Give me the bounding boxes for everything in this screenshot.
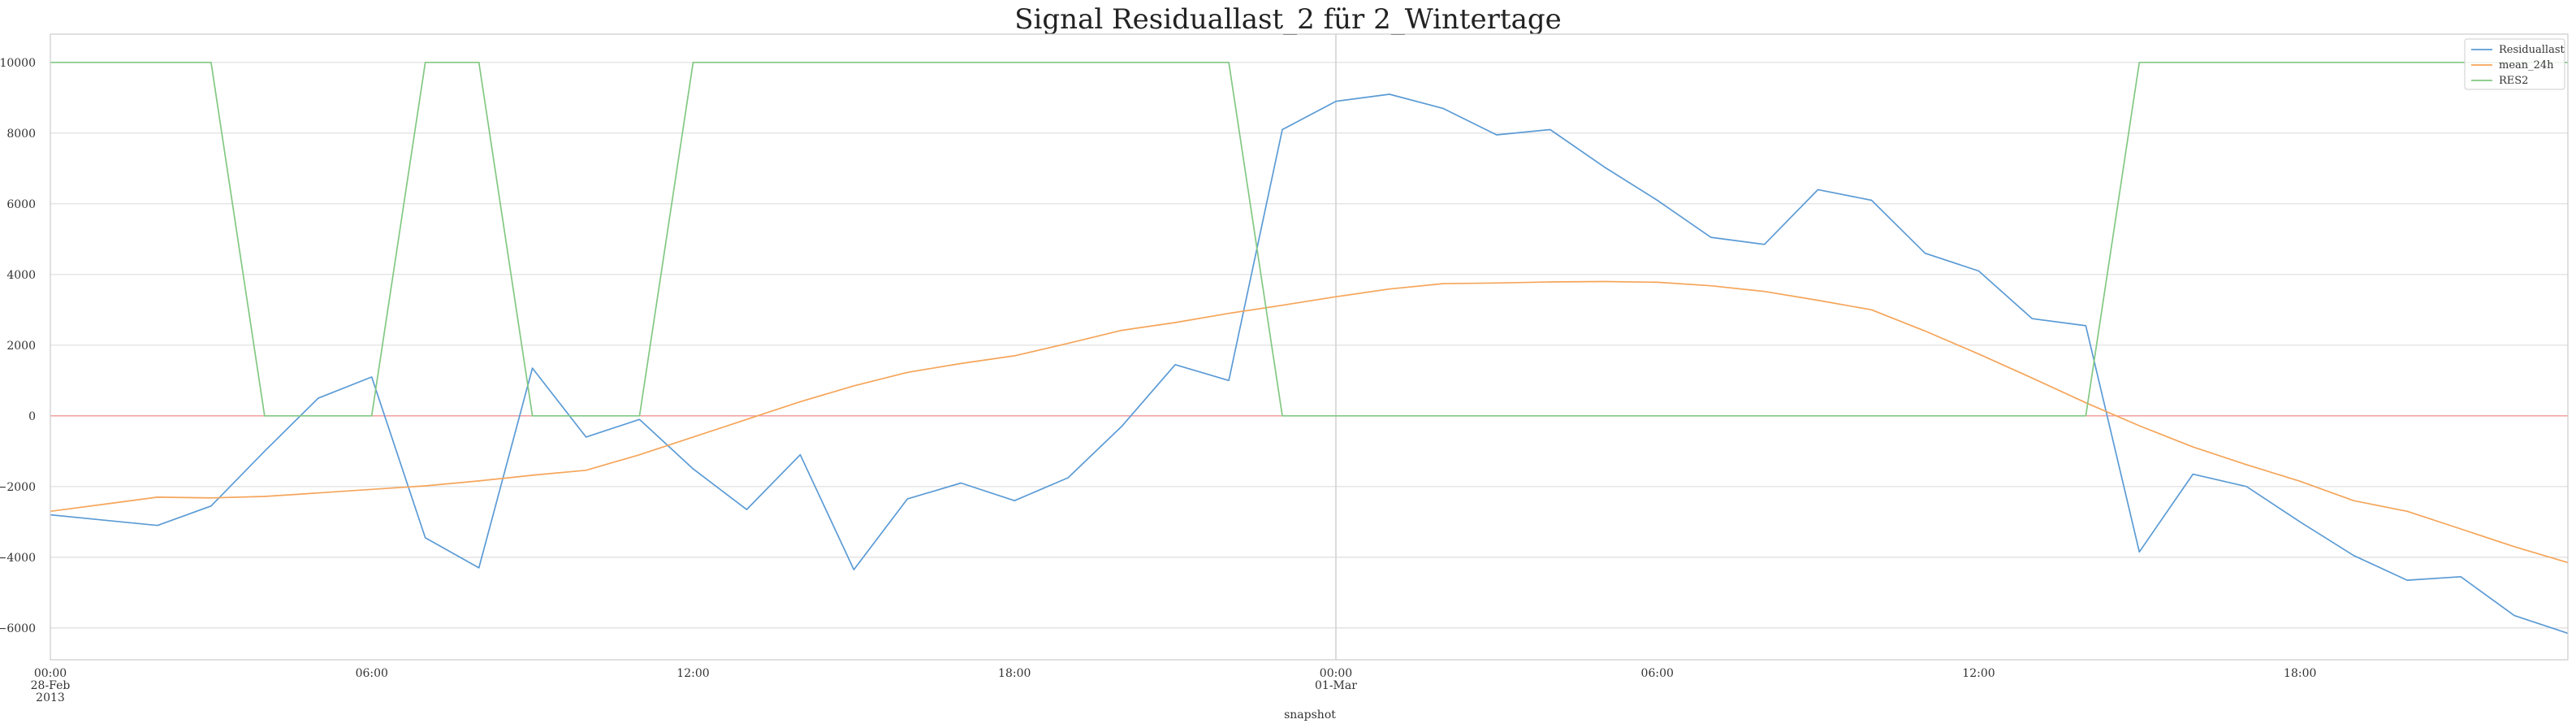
y-tick-label: −2000 [0, 481, 36, 494]
legend: Residuallast mean_24h RES2 [2464, 38, 2565, 90]
y-tick-labels: 10000 8000 6000 4000 2000 0 −2000 −4000 −6000 [0, 57, 36, 635]
x-tick-label: 00:00 [34, 667, 67, 680]
x-tick-label: 06:00 [1641, 667, 1674, 680]
x-tick-label: 01-Mar [1315, 679, 1357, 692]
series-line-res2 [50, 61, 2568, 417]
x-tick-label: 18:00 [2284, 667, 2316, 680]
x-tick-label: 2013 [36, 691, 65, 704]
y-tick-label: 4000 [6, 269, 36, 282]
plot-frame [50, 33, 2569, 661]
series-layer [50, 61, 2569, 635]
x-tick-label: 28-Feb [31, 679, 71, 692]
y-tick-label: 2000 [6, 340, 36, 353]
legend-box [2464, 38, 2565, 90]
legend-label: RES2 [2499, 75, 2528, 87]
y-tick-label: 10000 [0, 57, 36, 70]
chart-title: Signal Residuallast_2 für 2_Wintertage [1014, 3, 1561, 36]
x-tick-label: 12:00 [1962, 667, 1995, 680]
y-tick-label: 8000 [6, 128, 36, 141]
legend-label: mean_24h [2499, 59, 2554, 72]
y-tick-label: 6000 [6, 198, 36, 211]
series-line-residuallast [50, 93, 2569, 635]
series-line-mean-24h [50, 280, 2569, 564]
legend-label: Residuallast [2499, 44, 2565, 56]
y-tick-label: 0 [28, 410, 36, 423]
x-tick-label: 12:00 [676, 667, 709, 680]
x-axis-label: snapshot [1284, 708, 1336, 722]
y-tick-label: −4000 [0, 552, 36, 565]
x-tick-label: 00:00 [1320, 667, 1352, 680]
x-tick-label: 06:00 [356, 667, 388, 680]
x-tick-label: 18:00 [998, 667, 1031, 680]
y-tick-label: −6000 [0, 622, 36, 635]
